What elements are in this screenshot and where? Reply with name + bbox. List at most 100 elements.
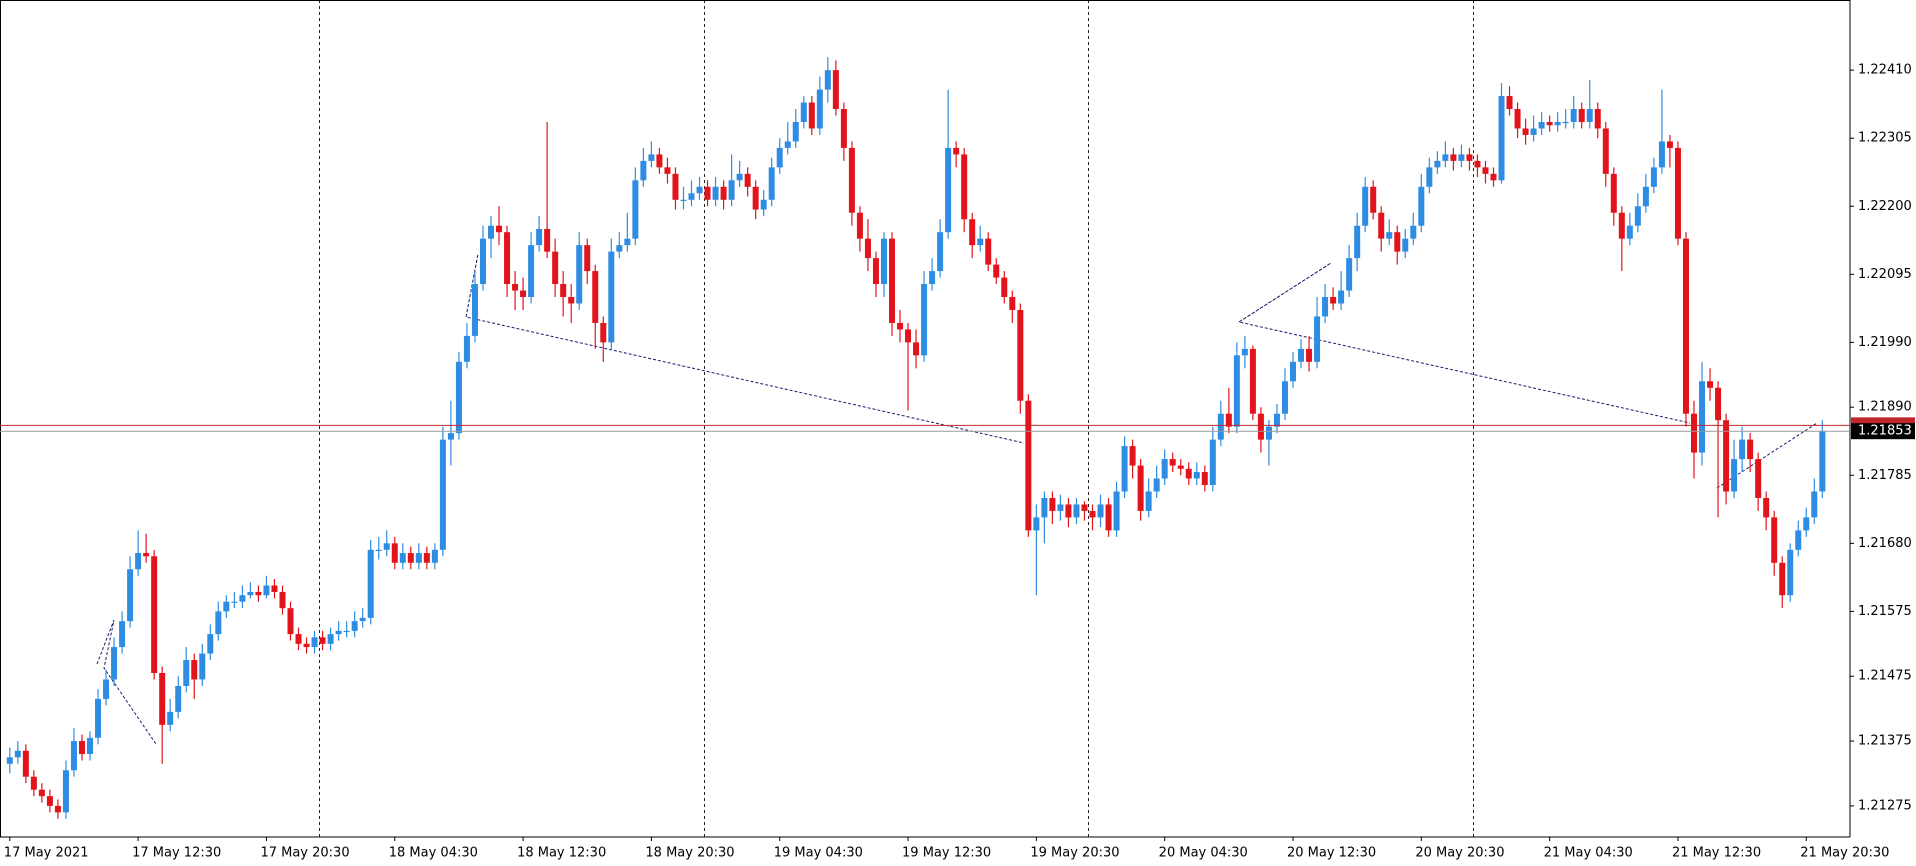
candle-body — [720, 186, 727, 200]
candle-body — [311, 637, 318, 648]
candle-body — [512, 284, 519, 291]
x-tick-label: 17 May 20:30 — [260, 846, 349, 861]
candle-body — [151, 556, 158, 673]
candle-body — [143, 553, 150, 557]
candle-body — [1290, 361, 1296, 382]
candle-body — [1779, 562, 1786, 596]
candle-body — [1426, 167, 1433, 187]
candle-body — [1739, 439, 1746, 460]
x-tick-label: 19 May 20:30 — [1030, 846, 1119, 861]
candle-body — [1634, 206, 1641, 226]
candle-body — [1506, 96, 1513, 110]
candle-body — [103, 679, 110, 699]
candle-body — [1081, 504, 1088, 511]
candle-body — [1105, 504, 1112, 531]
candle-body — [95, 698, 102, 738]
y-tick-label: 1.21475 — [1858, 669, 1912, 684]
candle-body — [672, 173, 679, 200]
candle-body — [488, 225, 494, 239]
candle-body — [1650, 167, 1657, 187]
candle-body — [1257, 413, 1264, 440]
candle-body — [1169, 459, 1176, 466]
candle-body — [1618, 212, 1625, 239]
y-tick-label: 1.21575 — [1858, 604, 1912, 619]
candle-body — [1410, 225, 1417, 239]
candle-body — [656, 154, 663, 168]
day-separators — [319, 0, 1474, 837]
candle-body — [1049, 497, 1056, 511]
candle-body — [327, 634, 334, 644]
candle-body — [38, 789, 45, 797]
candle-body — [183, 660, 190, 686]
candle-body — [1442, 154, 1449, 161]
candle-body — [889, 238, 895, 323]
ask-box — [1851, 417, 1915, 427]
candle-body — [399, 553, 406, 563]
candle-body — [223, 601, 230, 612]
candle-body — [1530, 128, 1537, 135]
candle-body — [977, 238, 984, 246]
candle-body — [1682, 238, 1689, 414]
candle-body — [279, 591, 286, 609]
candle-body — [913, 342, 920, 356]
candle-body — [832, 70, 839, 110]
candle-body — [87, 737, 93, 755]
candle-body — [1594, 109, 1601, 129]
candle-body — [359, 617, 366, 622]
candle-body — [423, 553, 430, 563]
candle-body — [415, 553, 422, 563]
candle-body — [937, 232, 944, 272]
candle-body — [135, 553, 142, 570]
candle-body — [1602, 128, 1609, 174]
candle-body — [1578, 109, 1585, 122]
candle-body — [1057, 504, 1064, 511]
candle-body — [463, 335, 470, 362]
candle-body — [1273, 413, 1280, 427]
candle-body — [600, 322, 607, 343]
candle-body — [263, 585, 270, 596]
candle-body — [247, 591, 254, 596]
candle-body — [728, 180, 735, 200]
candle-body — [1658, 141, 1665, 168]
candle-body — [1009, 297, 1016, 310]
candle-body — [303, 643, 310, 648]
candle-body — [568, 297, 575, 304]
candle-body — [1354, 225, 1361, 259]
candle-body — [70, 741, 77, 771]
candle-body — [712, 186, 719, 200]
candle-body — [1450, 154, 1457, 161]
y-tick-label: 1.22200 — [1858, 199, 1912, 214]
candle-body — [1161, 459, 1168, 479]
candle-body — [1185, 468, 1192, 479]
candle-body — [62, 770, 69, 813]
candle-body — [1338, 290, 1345, 304]
candle-body — [1715, 387, 1722, 421]
candle-body — [616, 245, 623, 252]
candle-body — [1330, 297, 1337, 304]
candle-body — [576, 245, 583, 304]
candle-body — [1201, 472, 1208, 486]
candle-body — [1586, 109, 1593, 122]
candle-body — [207, 634, 214, 654]
x-tick-label: 20 May 12:30 — [1287, 846, 1376, 861]
candle-body — [792, 121, 799, 142]
candle-body — [688, 193, 695, 200]
candle-body — [929, 271, 936, 285]
candle-body — [1514, 109, 1521, 129]
candle-body — [1562, 121, 1569, 124]
candle-body — [119, 621, 126, 648]
x-tick-label: 17 May 12:30 — [132, 846, 221, 861]
candle-body — [167, 711, 174, 725]
candle-body — [1763, 497, 1770, 518]
y-tick-label: 1.21785 — [1858, 468, 1912, 483]
candle-body — [1249, 348, 1256, 414]
candle-body — [407, 553, 414, 563]
candle-body — [1225, 413, 1232, 427]
candle-body — [1554, 121, 1561, 126]
candle-body — [1691, 413, 1697, 453]
candle-body — [640, 160, 647, 181]
candle-body — [46, 796, 53, 806]
candle-body — [560, 284, 567, 298]
candle-body — [1121, 446, 1128, 492]
